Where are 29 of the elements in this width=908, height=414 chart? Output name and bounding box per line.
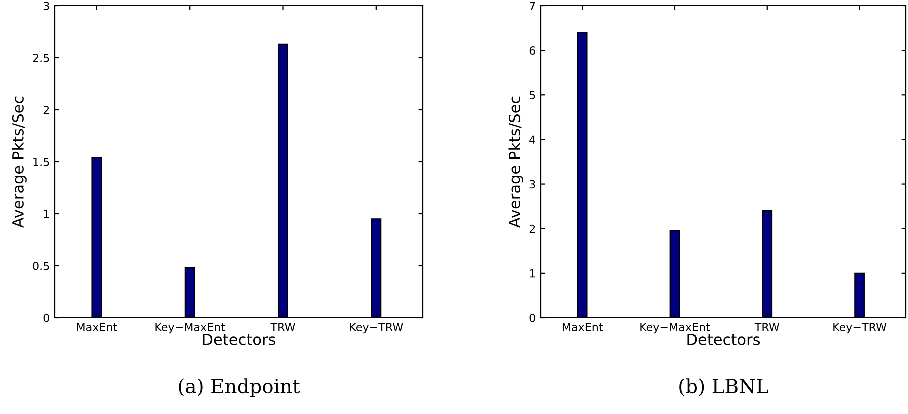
y-tick-label: 6 (530, 46, 536, 55)
y-tick-label: 4 (530, 136, 536, 144)
x-tick-label: MaxEnt (562, 323, 604, 332)
x-tick-label: Key−MaxEnt (640, 323, 710, 334)
x-tick-label: Key−TRW (834, 323, 887, 334)
x-tick-label: TRW (270, 323, 296, 332)
y-tick-label: 0 (44, 314, 50, 322)
y-tick-label: 2 (530, 224, 536, 234)
y-tick-label: 2 (44, 106, 50, 114)
y-tick-label: 0 (530, 314, 536, 322)
y-tick-label: 0.5 (33, 262, 50, 270)
x-axis-title: Detectors (688, 334, 760, 346)
text: (a) Endpoint (179, 378, 300, 398)
y-axis-title: Average Pkts/Sec (12, 96, 27, 228)
x-axis-title: Detectors (203, 334, 276, 346)
y-tick-label: 1.5 (34, 158, 50, 166)
text: (b) LBNL (680, 378, 768, 396)
x-tick-label: TRW (754, 323, 780, 332)
x-tick-label: Key−MaxEnt (156, 323, 226, 334)
y-tick-label: 1 (530, 270, 536, 278)
x-tick-label: Key−TRW (350, 323, 404, 334)
y-tick-label: 1 (44, 210, 50, 218)
y-tick-label: 7 (530, 2, 536, 10)
y-tick-label: 2.5 (33, 54, 50, 62)
y-tick-label: 3 (530, 180, 536, 189)
y-tick-label: 5 (530, 91, 536, 100)
x-tick-label: MaxEnt (77, 323, 118, 332)
y-axis-title: Average Pkts/Sec (508, 96, 524, 228)
y-tick-label: 3 (44, 2, 50, 10)
